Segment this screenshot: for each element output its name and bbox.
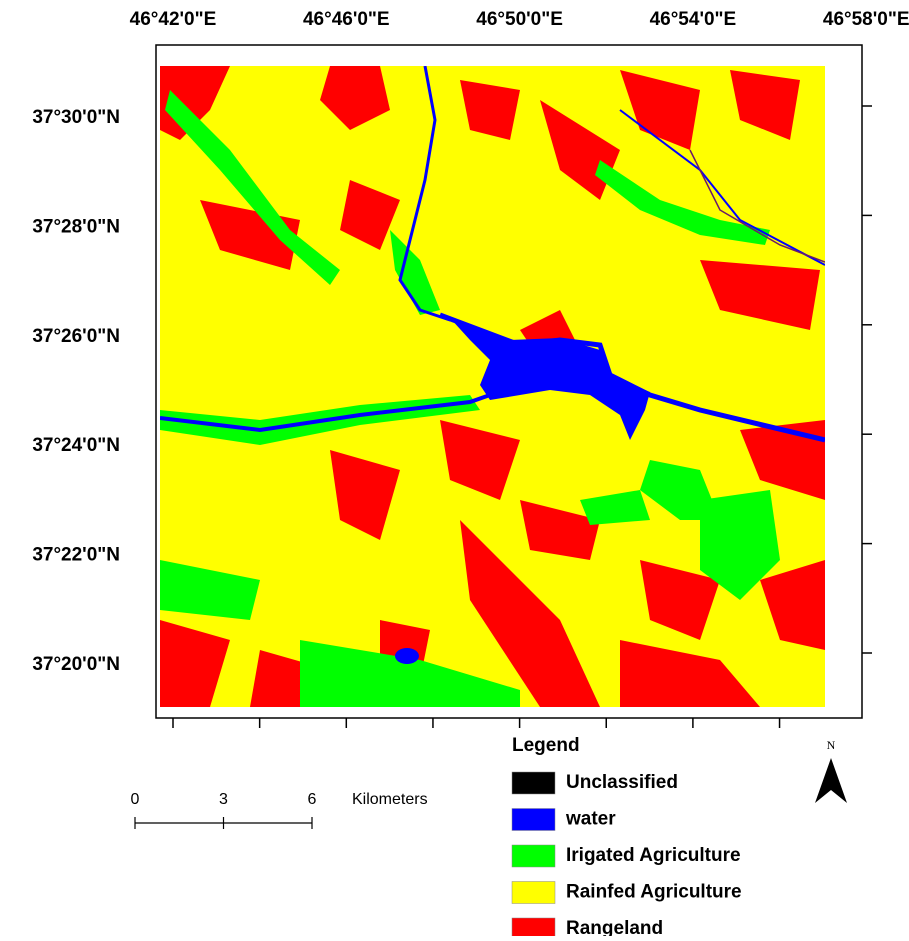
legend-title: Legend xyxy=(512,735,580,756)
longitude-label: 46°58'0"E xyxy=(823,9,909,30)
scale-unit: Kilometers xyxy=(352,791,428,808)
longitude-label: 46°46'0"E xyxy=(303,9,390,30)
legend-swatch xyxy=(512,772,555,794)
longitude-label: 46°42'0"E xyxy=(130,9,217,30)
latitude-label: 37°26'0"N xyxy=(32,326,120,347)
map-figure: 46°42'0"E 46°46'0"E 46°50'0"E 46°54'0"E 46°5… xyxy=(0,0,909,936)
scale-label: 3 xyxy=(219,791,228,808)
north-arrow xyxy=(815,758,847,803)
latitude-label: 37°30'0"N xyxy=(32,107,120,128)
legend-swatch xyxy=(512,882,555,904)
scale-bar: 0 3 6 Kilometers xyxy=(131,791,428,829)
longitude-label: 46°50'0"E xyxy=(476,9,563,30)
legend-swatch xyxy=(512,809,555,831)
legend-label: Rangeland xyxy=(566,918,663,936)
scale-label: 6 xyxy=(308,791,317,808)
latitude-label: 37°20'0"N xyxy=(32,654,120,675)
legend-label: Unclassified xyxy=(566,772,678,793)
scale-label: 0 xyxy=(131,791,140,808)
latitude-label: 37°22'0"N xyxy=(32,545,120,566)
legend-swatch xyxy=(512,845,555,867)
latitude-label: 37°24'0"N xyxy=(32,435,120,456)
legend-label: Rainfed Agriculture xyxy=(566,882,742,903)
legend-label: Irigated Agriculture xyxy=(566,845,741,866)
legend: Unclassified water Irigated Agriculture Rai… xyxy=(512,772,742,936)
legend-label: water xyxy=(565,809,616,830)
latitude-label: 37°28'0"N xyxy=(32,216,120,237)
longitude-label: 46°54'0"E xyxy=(650,9,737,30)
north-label: N xyxy=(827,738,836,752)
land-cover-raster xyxy=(160,66,825,707)
legend-swatch xyxy=(512,918,555,936)
